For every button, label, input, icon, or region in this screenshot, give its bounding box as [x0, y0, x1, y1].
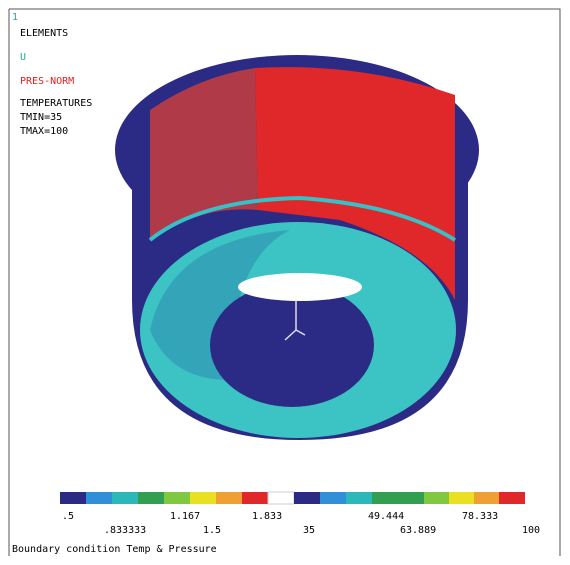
inner-hole [210, 283, 374, 407]
swatch [346, 492, 372, 504]
triad [284, 300, 306, 341]
swatch [164, 492, 190, 504]
legend-tmin: TMIN=35 [20, 112, 62, 123]
wall-edge [148, 195, 457, 242]
frame [8, 8, 561, 556]
colorbar-label: 100 [522, 525, 540, 536]
pressure-wall-right [255, 67, 455, 300]
pressure-wall-left [150, 68, 258, 240]
colorbar-label: 35 [303, 525, 315, 536]
legend-pres-norm: PRES-NORM [20, 76, 74, 87]
swatch [320, 492, 346, 504]
legend-elements: ELEMENTS [20, 28, 68, 39]
swatch [138, 492, 164, 504]
swatch [499, 492, 525, 504]
swatch [242, 492, 268, 504]
swatch [60, 492, 86, 504]
colorbar-label: 1.167 [170, 511, 200, 522]
colorbar-label: 78.333 [462, 511, 498, 522]
colorbar-label: 1.833 [252, 511, 282, 522]
swatch [190, 492, 216, 504]
legend-tmax: TMAX=100 [20, 126, 68, 137]
model [115, 55, 479, 440]
colorbar-label: 49.444 [368, 511, 404, 522]
colorbar-label: 1.5 [203, 525, 221, 536]
swatch [474, 492, 499, 504]
footer: Boundary condition Temp & Pressure [12, 544, 217, 555]
colorbar-label: .833333 [104, 525, 146, 536]
window-number: 1 [12, 12, 18, 23]
swatch [267, 491, 295, 505]
swatch [294, 492, 320, 504]
annulus-shading [150, 230, 290, 380]
swatch [424, 492, 449, 504]
legend-temperatures: TEMPERATURES [20, 98, 92, 109]
legend-u: U [20, 52, 26, 63]
colorbar-label: .5 [62, 511, 74, 522]
swatch [216, 492, 242, 504]
hole-opening [238, 273, 362, 301]
swatch [372, 492, 398, 504]
swatch [112, 492, 138, 504]
swatch [449, 492, 474, 504]
swatch [398, 492, 424, 504]
swatch [86, 492, 112, 504]
colorbar-label: 63.889 [400, 525, 436, 536]
colorbar [60, 491, 525, 505]
